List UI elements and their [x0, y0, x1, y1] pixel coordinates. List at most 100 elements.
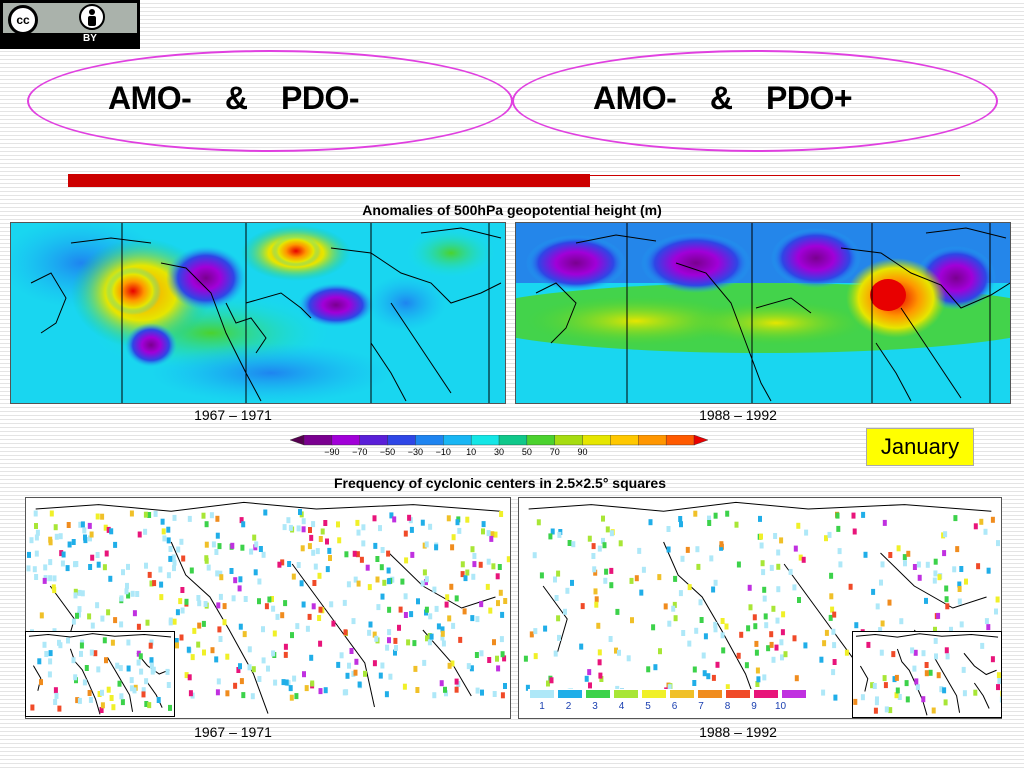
cyclone-cell — [601, 515, 605, 522]
cyclone-cell — [539, 572, 544, 579]
cyclone-cell — [357, 681, 362, 688]
cyclone-cell — [168, 619, 173, 626]
cyclone-cell — [48, 536, 53, 543]
cyclone-cell — [308, 527, 312, 533]
colorbar-segment — [359, 435, 389, 446]
cyclone-cell — [331, 620, 336, 627]
cyclone-cell — [533, 653, 538, 660]
cyclone-cell — [218, 593, 223, 600]
cyclone-cell — [130, 590, 135, 597]
cyclone-cell — [605, 526, 610, 533]
cyclone-cell — [425, 635, 429, 642]
cyclone-cell — [925, 561, 930, 568]
cyclone-cell — [493, 531, 498, 538]
cyclone-cell — [598, 672, 603, 679]
cyclone-cell — [875, 603, 880, 610]
cyclone-cell — [387, 637, 391, 644]
cyclone-cell — [694, 627, 699, 634]
cyclone-cell — [460, 571, 465, 578]
cyclone-cell — [678, 590, 683, 597]
cyclone-cell — [39, 612, 44, 619]
cyclone-cell — [932, 577, 937, 584]
cyclone-cell — [596, 622, 601, 629]
cyclone-cell — [95, 513, 100, 520]
cyclone-cell — [829, 572, 834, 579]
cyclone-cell — [835, 512, 840, 519]
cyclone-cell — [500, 651, 505, 658]
cyclone-cell — [125, 582, 129, 589]
cyclone-cell — [440, 630, 445, 637]
cyclone-cell — [211, 541, 216, 548]
cyclone-cell — [666, 526, 671, 532]
cyclone-cell — [356, 529, 361, 536]
cyclone-cell — [129, 685, 134, 692]
legend-tick-label: 6 — [671, 701, 678, 712]
cyclone-cell — [499, 511, 504, 517]
cyclone-cell — [380, 547, 385, 553]
cyclone-cell — [318, 606, 323, 613]
cyclone-cell — [891, 651, 896, 658]
cyclone-cell — [144, 701, 149, 707]
cyclone-cell — [141, 687, 146, 694]
cyclone-cell — [386, 550, 391, 557]
cyclone-cell — [222, 603, 227, 610]
cyclone-cell — [878, 627, 883, 634]
cyclone-cell — [629, 577, 634, 584]
legend-tick-label: 9 — [751, 701, 757, 712]
cyclone-cell — [692, 666, 697, 673]
cyclone-cell — [147, 512, 152, 518]
cyclone-cell — [424, 576, 429, 583]
cyclone-cell — [77, 697, 82, 704]
legend-swatch — [754, 690, 778, 698]
cyclone-cell — [798, 554, 803, 561]
cyclone-cell — [445, 594, 450, 601]
cyclone-cell — [233, 682, 238, 689]
cyclone-cell — [536, 519, 541, 526]
cyclone-cell — [721, 647, 726, 654]
cyclone-cell — [247, 664, 252, 671]
cyclone-cell — [713, 626, 718, 633]
cyclone-cell — [415, 687, 420, 693]
cyclone-cell — [486, 558, 491, 565]
cyclone-cell — [753, 623, 758, 630]
cyclone-cell — [478, 561, 483, 568]
cyclone-cell — [525, 684, 530, 691]
cyclone-cell — [166, 537, 171, 544]
cyclone-cell — [77, 606, 82, 613]
cyclone-cell — [984, 618, 989, 625]
cyclone-cell — [301, 601, 306, 608]
cyclone-cell — [239, 517, 244, 524]
cyclone-cell — [472, 553, 477, 559]
cyclone-cell — [500, 692, 505, 699]
cyclone-cell — [872, 683, 877, 689]
cyclone-cell — [151, 666, 156, 673]
cyclone-cell — [387, 629, 392, 636]
cyclone-cell — [496, 665, 501, 672]
cyclone-cell — [261, 626, 265, 633]
cyclone-cell — [499, 636, 504, 643]
cyclone-cell — [43, 564, 48, 571]
cyclone-cell — [532, 552, 537, 559]
cyclone-cell — [387, 606, 392, 613]
cyclone-cell — [409, 611, 414, 618]
cyclone-cell — [899, 618, 904, 625]
cyclone-cell — [100, 702, 105, 709]
cyclone-cell — [609, 582, 614, 589]
cyclone-cell — [95, 602, 100, 609]
cyclone-cell — [673, 615, 678, 622]
cyclone-cell — [270, 596, 274, 602]
cyclone-cell — [257, 676, 262, 682]
cyclone-cell — [233, 577, 238, 584]
cyclone-cell — [766, 645, 771, 652]
cyclone-cell — [760, 560, 765, 567]
cyclone-cell — [903, 560, 907, 567]
cyclone-cell — [82, 679, 87, 686]
cyclone-cell — [979, 518, 984, 525]
cyclone-cell — [792, 584, 797, 591]
cyclone-cell — [429, 633, 434, 640]
cyclone-cell — [894, 674, 899, 681]
cyclone-cell — [61, 551, 66, 558]
cyclone-cell — [394, 645, 398, 651]
cyclone-cell — [39, 679, 43, 686]
cyclone-cell — [240, 544, 245, 551]
